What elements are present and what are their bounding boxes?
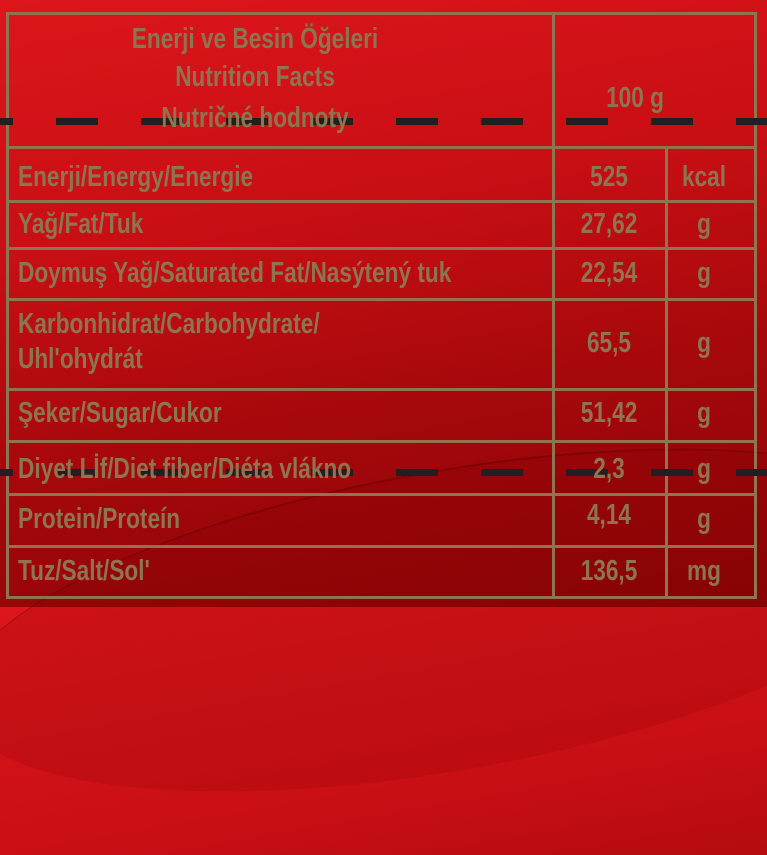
row-divider bbox=[9, 298, 754, 301]
nutrient-unit: g bbox=[697, 453, 711, 485]
nutrient-unit: g bbox=[697, 327, 711, 359]
nutrient-label: Karbonhidrat/Carbohydrate/ bbox=[18, 308, 320, 340]
nutrient-value: 2,3 bbox=[593, 453, 625, 485]
row-divider bbox=[9, 146, 754, 149]
dashed-cut-line bbox=[0, 118, 767, 125]
row-divider bbox=[9, 440, 754, 443]
nutrient-label: Tuz/Salt/Sol' bbox=[18, 555, 150, 587]
serving-size: 100 g bbox=[606, 82, 664, 114]
nutrient-value: 22,54 bbox=[580, 257, 638, 289]
nutrient-label: Doymuş Yağ/Saturated Fat/Nasýtený tuk bbox=[18, 257, 452, 289]
header-title-line: Nutričné hodnoty bbox=[161, 102, 349, 134]
nutrient-unit: g bbox=[697, 257, 711, 289]
row-divider bbox=[9, 388, 754, 391]
nutrient-value: 51,42 bbox=[580, 397, 638, 429]
nutrient-label: Protein/Proteín bbox=[18, 503, 181, 535]
nutrient-unit: kcal bbox=[681, 161, 727, 193]
nutrition-table bbox=[6, 12, 757, 599]
nutrient-label: Uhl'ohydrát bbox=[18, 343, 143, 375]
row-divider bbox=[9, 493, 754, 496]
header-title-line: Nutrition Facts bbox=[175, 61, 335, 93]
nutrient-unit: g bbox=[697, 208, 711, 240]
nutrient-label: Enerji/Energy/Energie bbox=[18, 161, 254, 193]
row-divider bbox=[9, 247, 754, 250]
nutrient-value: 4,14 bbox=[586, 499, 632, 531]
column-divider bbox=[552, 15, 555, 596]
nutrient-value: 65,5 bbox=[586, 327, 632, 359]
nutrient-value: 525 bbox=[590, 161, 628, 193]
row-divider bbox=[9, 545, 754, 548]
dashed-cut-line bbox=[0, 469, 767, 476]
nutrient-value: 136,5 bbox=[580, 555, 638, 587]
nutrient-label: Şeker/Sugar/Cukor bbox=[18, 397, 222, 429]
nutrient-unit: g bbox=[697, 397, 711, 429]
nutrient-unit: g bbox=[697, 503, 711, 535]
nutrient-label: Yağ/Fat/Tuk bbox=[18, 208, 144, 240]
nutrient-unit: mg bbox=[687, 555, 721, 587]
nutrient-label: Diyet Lİf/Diet fiber/Diéta vlákno bbox=[18, 453, 352, 485]
row-divider bbox=[9, 200, 754, 203]
header-title-line: Enerji ve Besin Öğeleri bbox=[131, 23, 379, 55]
column-divider bbox=[665, 148, 668, 596]
nutrient-value: 27,62 bbox=[580, 208, 638, 240]
